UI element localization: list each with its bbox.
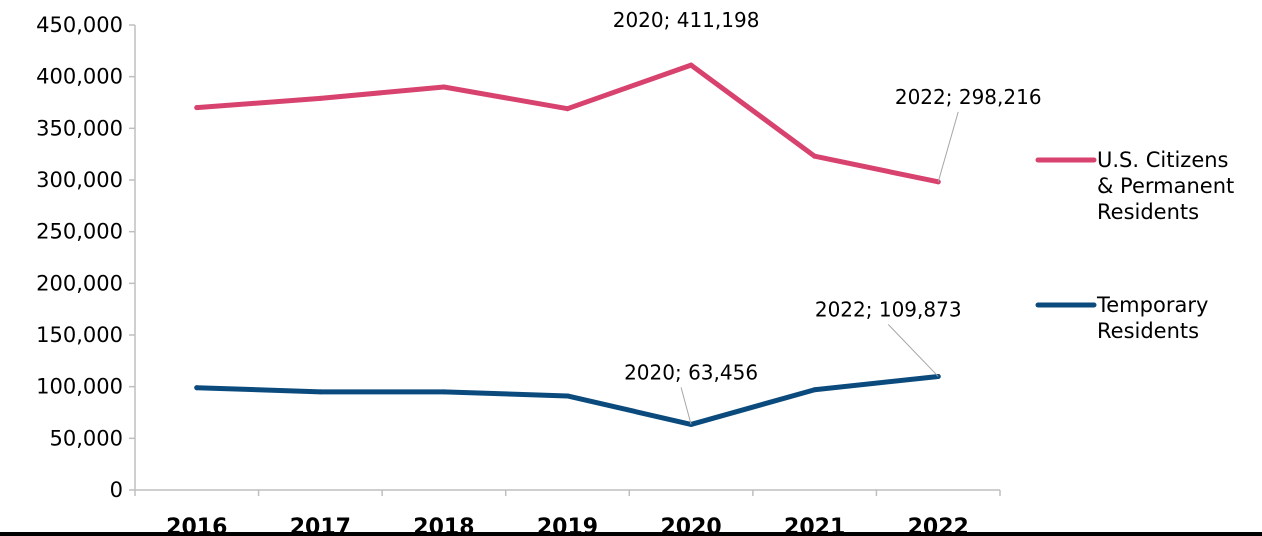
y-tick-label: 300,000 xyxy=(36,168,123,192)
x-tick-label: 2017 xyxy=(290,515,351,536)
annotation-leader xyxy=(680,387,692,425)
legend-label: U.S. Citizens & Permanent Residents xyxy=(1097,148,1234,224)
y-tick-label: 100,000 xyxy=(36,375,123,399)
legend-label-line: Temporary xyxy=(1096,293,1208,317)
series-line-1 xyxy=(194,373,941,427)
annotation-leader xyxy=(887,324,939,377)
data-label: 2022; 109,873 xyxy=(815,297,962,321)
legend-label: Temporary Residents xyxy=(1096,293,1208,343)
data-point xyxy=(317,389,323,395)
data-point xyxy=(194,105,200,111)
y-tick-label: 150,000 xyxy=(36,323,123,347)
legend-label-line: Residents xyxy=(1097,200,1199,224)
x-tick-label: 2022 xyxy=(908,515,969,536)
data-point xyxy=(565,393,570,399)
y-tick-label: 450,000 xyxy=(36,13,123,37)
legend-label-line: & Permanent xyxy=(1097,174,1234,198)
legend-label-line: Residents xyxy=(1097,319,1199,343)
data-point xyxy=(317,95,323,101)
y-tick-label: 50,000 xyxy=(50,426,123,450)
data-point xyxy=(441,84,447,90)
data-point xyxy=(812,153,818,159)
y-tick-label: 350,000 xyxy=(36,116,123,140)
data-point xyxy=(565,106,570,112)
legend-label-line: U.S. Citizens xyxy=(1097,148,1229,172)
data-point xyxy=(812,387,818,393)
x-tick-label: 2018 xyxy=(413,515,474,536)
y-tick-label: 400,000 xyxy=(36,65,123,89)
y-tick-label: 250,000 xyxy=(36,220,123,244)
x-tick-label: 2020 xyxy=(660,515,721,536)
data-label: 2020; 411,198 xyxy=(613,8,760,32)
x-tick-label: 2019 xyxy=(537,515,598,536)
y-tick-label: 0 xyxy=(110,478,123,502)
data-label: 2020; 63,456 xyxy=(624,360,758,384)
bottom-border xyxy=(0,532,1262,536)
data-point xyxy=(194,385,200,391)
x-tick-label: 2021 xyxy=(784,515,845,536)
data-point xyxy=(688,62,694,68)
annotation-leader xyxy=(937,111,959,182)
y-tick-label: 200,000 xyxy=(36,271,123,295)
x-tick-label: 2016 xyxy=(166,515,227,536)
data-label: 2022; 298,216 xyxy=(895,85,1042,109)
data-point xyxy=(441,389,447,395)
series-line-0 xyxy=(194,62,941,185)
